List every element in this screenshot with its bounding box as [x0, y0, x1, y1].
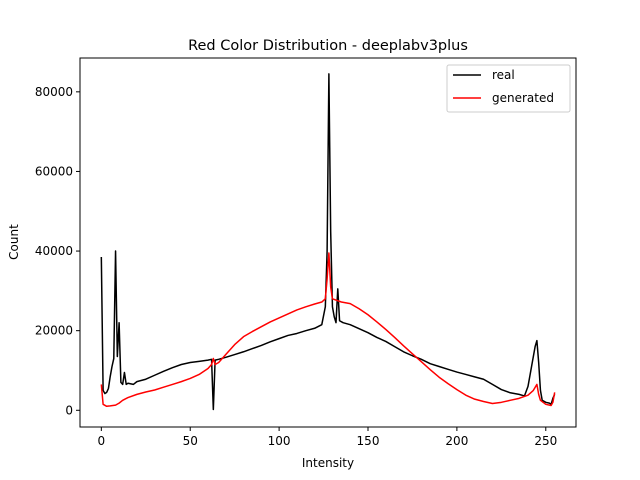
y-tick-label: 60000 — [35, 164, 73, 178]
series-layer — [100, 73, 556, 411]
y-tick-label: 20000 — [35, 324, 73, 338]
y-axis-label: Count — [7, 224, 21, 260]
y-tick-label: 80000 — [35, 85, 73, 99]
x-axis-ticks: 0 50 100 150 200 250 — [98, 427, 557, 448]
plot-area — [79, 57, 577, 428]
legend-box — [446, 64, 571, 113]
x-tick-label: 100 — [268, 434, 291, 448]
legend-label-generated: generated — [492, 91, 554, 105]
x-tick-label: 200 — [445, 434, 468, 448]
plot-frame — [79, 57, 577, 428]
legend: real generated — [446, 64, 571, 113]
series-line-generated — [100, 252, 556, 408]
x-tick-label: 50 — [183, 434, 198, 448]
y-tick-label: 0 — [65, 403, 73, 417]
x-tick-label: 0 — [98, 434, 106, 448]
legend-label-real: real — [492, 68, 515, 82]
y-axis-ticks: 0 20000 40000 60000 80000 — [35, 85, 80, 417]
x-tick-label: 250 — [534, 434, 557, 448]
x-tick-label: 150 — [357, 434, 380, 448]
x-axis-label: Intensity — [302, 456, 354, 470]
series-line-real — [100, 73, 556, 411]
chart-title: Red Color Distribution - deeplabv3plus — [188, 38, 468, 54]
y-tick-label: 40000 — [35, 244, 73, 258]
